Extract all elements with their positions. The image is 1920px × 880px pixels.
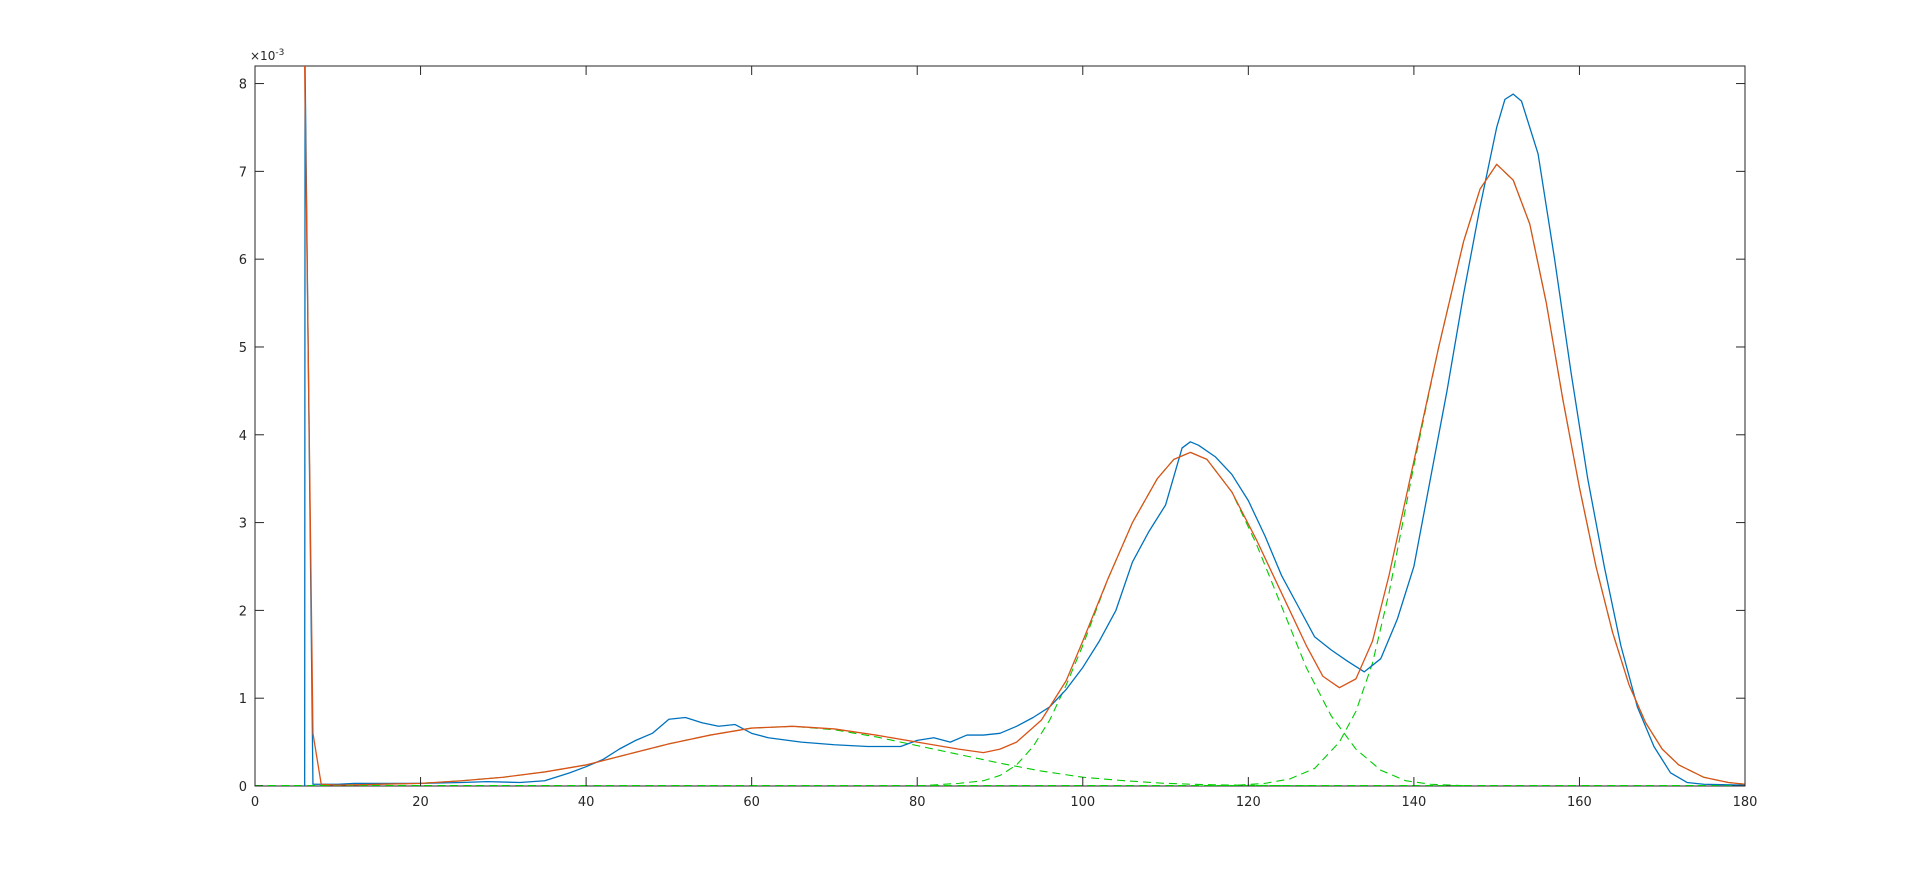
x-tick-label: 0	[251, 795, 259, 810]
y-tick-label: 8	[239, 78, 247, 93]
x-tick-label: 180	[1733, 795, 1758, 810]
x-tick-label: 140	[1401, 795, 1426, 810]
axes-box	[254, 65, 1746, 787]
x-tick-label: 60	[743, 795, 760, 810]
y-tick-label: 5	[239, 341, 247, 356]
data-curve-series	[304, 66, 1745, 786]
y-tick-label: 1	[239, 692, 247, 707]
ticks-layer	[254, 66, 1746, 787]
y-tick-label: 4	[239, 429, 247, 444]
y-axis-exponent-label: ×10-3	[250, 48, 284, 63]
y-axis-exponent-power: -3	[275, 48, 284, 58]
y-tick-label: 2	[239, 604, 247, 619]
plot-area: 0 20 40 60 80 100 120 140 160 180 0 1 2 3 4 5 6 7 8	[239, 65, 1758, 810]
x-tick-label: 160	[1567, 795, 1592, 810]
y-axis-exponent-base: ×10	[250, 49, 275, 63]
y-tick-label: 6	[239, 253, 247, 268]
y-tick-label: 7	[239, 165, 247, 180]
x-tick-label: 20	[412, 795, 429, 810]
x-tick-label: 100	[1070, 795, 1095, 810]
data-curve-series	[304, 66, 1745, 786]
x-tick-label: 40	[578, 795, 595, 810]
x-tick-label: 80	[909, 795, 926, 810]
y-tick-label: 3	[239, 517, 247, 532]
y-tick-label: 0	[239, 780, 247, 795]
series-layer	[255, 66, 1745, 786]
x-tick-label: 120	[1236, 795, 1261, 810]
labels-layer: 0 20 40 60 80 100 120 140 160 180 0 1 2 3 4 5 6 7 8	[239, 78, 1758, 810]
